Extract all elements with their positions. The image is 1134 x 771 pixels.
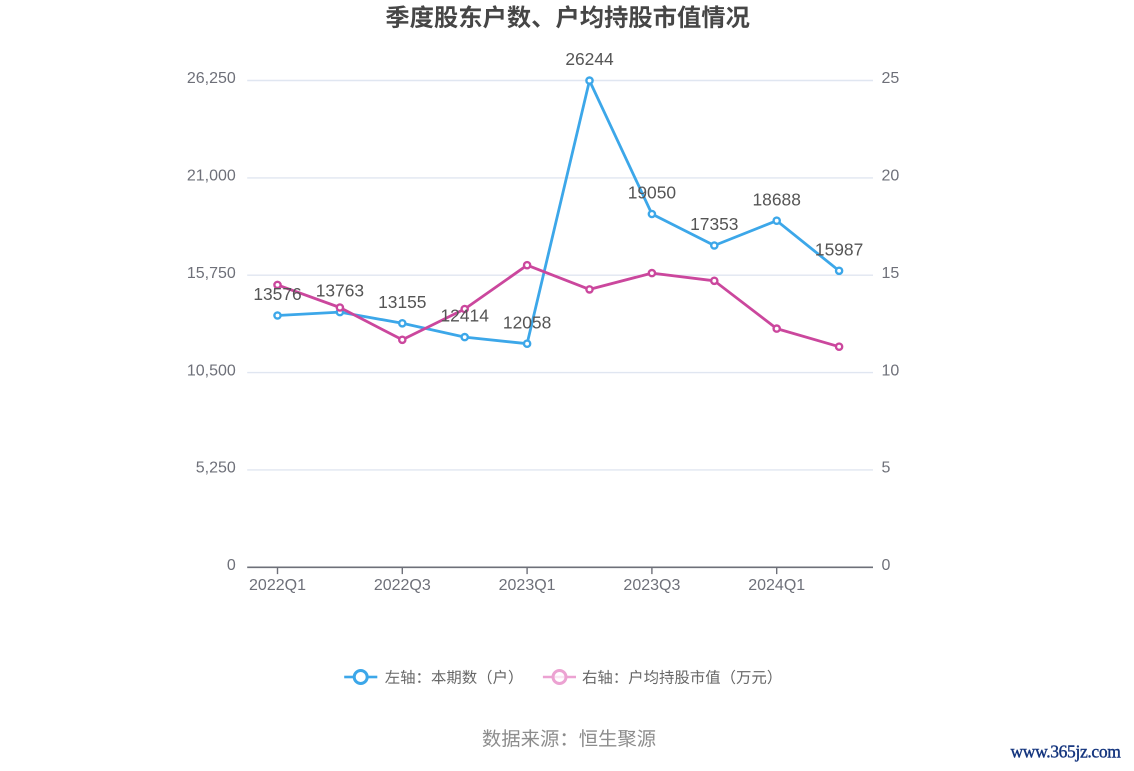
svg-text:10: 10 — [882, 362, 900, 379]
svg-text:26,250: 26,250 — [187, 70, 236, 87]
svg-text:0: 0 — [882, 557, 891, 574]
svg-text:25: 25 — [882, 70, 900, 87]
svg-text:2024Q1: 2024Q1 — [748, 577, 805, 594]
svg-text:2022Q3: 2022Q3 — [374, 577, 431, 594]
svg-text:2022Q1: 2022Q1 — [249, 577, 306, 594]
svg-text:12058: 12058 — [503, 312, 551, 332]
svg-text:5: 5 — [882, 460, 891, 477]
svg-text:13576: 13576 — [253, 284, 301, 304]
svg-text:2023Q3: 2023Q3 — [623, 577, 680, 594]
svg-text:10,500: 10,500 — [187, 362, 236, 379]
svg-text:18688: 18688 — [753, 189, 801, 209]
svg-text:0: 0 — [227, 557, 236, 574]
svg-text:2023Q1: 2023Q1 — [499, 577, 556, 594]
svg-text:5,250: 5,250 — [196, 460, 236, 477]
svg-text:21,000: 21,000 — [187, 168, 236, 185]
svg-text:12414: 12414 — [441, 306, 490, 326]
svg-text:15987: 15987 — [815, 239, 863, 259]
svg-text:17353: 17353 — [690, 214, 738, 234]
svg-text:26244: 26244 — [565, 49, 614, 69]
svg-text:13155: 13155 — [378, 292, 426, 312]
svg-text:15,750: 15,750 — [187, 265, 236, 282]
svg-text:13763: 13763 — [316, 281, 364, 301]
svg-text:20: 20 — [882, 168, 900, 185]
svg-text:www.365jz.com: www.365jz.com — [1011, 742, 1122, 762]
svg-text:15: 15 — [882, 265, 900, 282]
svg-text:19050: 19050 — [628, 183, 676, 203]
